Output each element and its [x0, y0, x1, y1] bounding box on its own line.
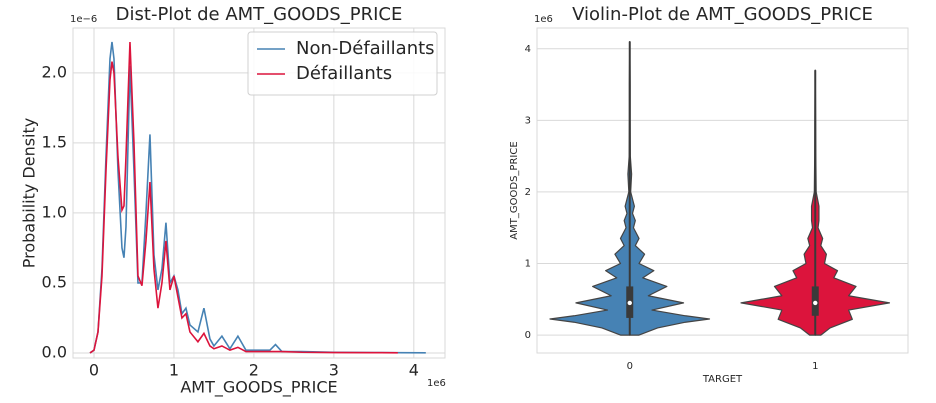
y-tick-label: 0.0: [42, 342, 67, 361]
legend-label: Non-Défaillants: [296, 38, 435, 59]
y-tick-label: 0: [525, 330, 531, 341]
x-tick-label: 1: [169, 361, 179, 380]
y-offset-label: 1e6: [534, 14, 553, 25]
x-tick-label: 0: [627, 361, 633, 372]
y-tick-label: 3: [525, 115, 531, 126]
y-tick-label: 2: [525, 187, 531, 198]
x-tick-label: 4: [409, 361, 419, 380]
y-axis-label: Probability Density: [20, 118, 39, 269]
x-tick-label: 1: [812, 361, 818, 372]
y-tick-label: 1: [525, 259, 531, 270]
violin-median: [813, 300, 818, 306]
plot-frame: [536, 27, 909, 354]
x-tick-label: 2: [249, 361, 259, 380]
x-axis-label: TARGET: [702, 374, 743, 385]
chart-title: Dist-Plot de AMT_GOODS_PRICE: [116, 4, 403, 25]
x-offset-label: 1e6: [427, 378, 446, 389]
legend-box: [247, 31, 438, 96]
y-tick-label: 1.0: [42, 202, 67, 221]
y-axis-label: AMT_GOODS_PRICE: [509, 141, 520, 239]
legend-label: Défaillants: [296, 63, 392, 84]
x-tick-label: 0: [89, 361, 99, 380]
y-tick-label: 4: [525, 44, 531, 55]
y-offset-label: 1e−6: [70, 14, 97, 25]
chart-title: Violin-Plot de AMT_GOODS_PRICE: [572, 4, 873, 25]
y-tick-label: 1.5: [42, 132, 67, 151]
x-axis-label: AMT_GOODS_PRICE: [180, 378, 337, 398]
x-tick-label: 3: [329, 361, 339, 380]
plot-frame: [72, 27, 446, 359]
density-line: [89, 41, 398, 354]
violin-median: [627, 300, 632, 306]
y-tick-label: 2.0: [42, 62, 67, 81]
y-tick-label: 0.5: [42, 272, 67, 291]
